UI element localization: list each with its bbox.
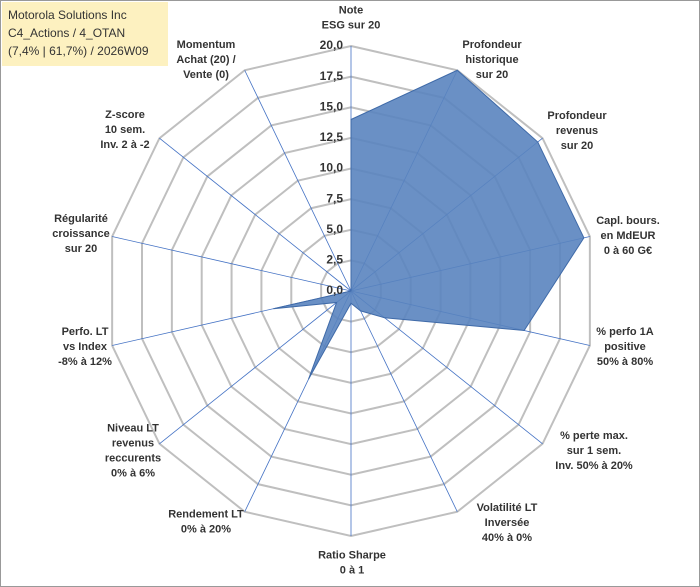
category-label: Niveau LT <box>107 422 159 434</box>
category-label: Z-score <box>105 109 145 121</box>
category-label: Inversée <box>485 517 530 529</box>
category-label: Régularité <box>54 213 108 225</box>
r-tick-label: 12,5 <box>320 130 344 144</box>
spoke <box>244 70 352 292</box>
chart-title: C4_Actions / 4_OTAN <box>8 26 125 40</box>
category-label: 0 à 1 <box>340 564 364 576</box>
r-tick-label: 5,0 <box>326 222 343 236</box>
r-tick-label: 7,5 <box>326 191 343 205</box>
category-label: ESG sur 20 <box>322 19 381 31</box>
category-label: historique <box>465 54 518 66</box>
category-label: revenus <box>556 125 598 137</box>
category-label: Profondeur <box>547 110 607 122</box>
category-label: Profondeur <box>462 39 522 51</box>
category-label: reccurents <box>105 452 161 464</box>
category-label: Capl. bours. <box>596 215 660 227</box>
category-label: sur 20 <box>476 69 508 81</box>
category-label: Perfo. LT <box>62 326 109 338</box>
title-box <box>2 2 168 66</box>
category-label: sur 20 <box>561 140 593 152</box>
category-label: 10 sem. <box>105 124 145 136</box>
r-tick-label: 17,5 <box>320 69 344 83</box>
category-label: 0 à 60 G€ <box>604 245 652 257</box>
spoke <box>159 137 352 292</box>
chart-title: (7,4% | 61,7%) / 2026W09 <box>8 44 149 58</box>
category-label: Vente (0) <box>183 69 229 81</box>
r-tick-label: 2,5 <box>326 253 343 267</box>
category-label: Note <box>339 4 363 16</box>
category-label: Achat (20) / <box>176 54 235 66</box>
r-tick-label: 10,0 <box>320 161 344 175</box>
category-label: % perfo 1A <box>596 326 654 338</box>
category-label: croissance <box>52 228 109 240</box>
category-label: Ratio Sharpe <box>318 549 386 561</box>
radar-area <box>273 69 585 380</box>
category-label: positive <box>604 341 646 353</box>
category-label: Inv. 2 à -2 <box>100 139 149 151</box>
category-label: en MdEUR <box>601 230 656 242</box>
spoke <box>159 290 352 445</box>
category-label: vs Index <box>63 341 108 353</box>
category-label: % perte max. <box>560 430 628 442</box>
category-label: sur 20 <box>65 243 97 255</box>
category-label: 40% à 0% <box>482 532 532 544</box>
spoke <box>350 290 458 512</box>
category-label: revenus <box>112 437 154 449</box>
category-label: 50% à 80% <box>597 356 653 368</box>
category-label: Rendement LT <box>168 508 244 520</box>
category-label: sur 1 sem. <box>567 445 621 457</box>
category-label: 0% à 20% <box>181 523 231 535</box>
spoke <box>112 236 352 292</box>
r-tick-label: 0,0 <box>326 283 343 297</box>
category-label: Volatilité LT <box>477 502 538 514</box>
chart-title: Motorola Solutions Inc <box>8 8 127 22</box>
category-label: Inv. 50% à 20% <box>555 460 633 472</box>
r-tick-label: 15,0 <box>320 99 344 113</box>
category-label: Momentum <box>177 39 236 51</box>
category-label: 0% à 6% <box>111 467 155 479</box>
category-label: -8% à 12% <box>58 356 112 368</box>
r-tick-label: 20,0 <box>320 38 344 52</box>
